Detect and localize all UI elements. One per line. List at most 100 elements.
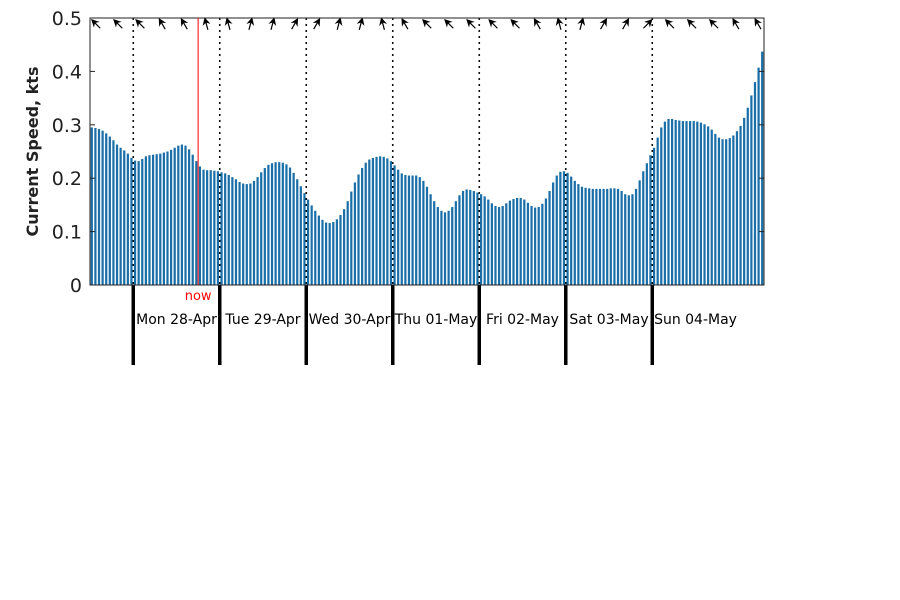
bar: [714, 133, 717, 285]
bar: [332, 221, 335, 285]
bar: [609, 188, 612, 285]
bar: [238, 181, 241, 285]
bar: [728, 138, 731, 285]
bar: [497, 207, 501, 285]
bar: [685, 121, 688, 285]
day-label: Sun 04-May: [654, 312, 737, 328]
y-tick-label: 0.2: [52, 168, 82, 190]
bar: [436, 207, 439, 285]
bar: [606, 188, 609, 285]
bar: [371, 157, 375, 285]
bar: [188, 149, 191, 285]
bar: [451, 207, 454, 285]
bar: [270, 163, 274, 285]
bar: [418, 177, 421, 285]
bar-series: [90, 51, 764, 286]
direction-arrow-icon: [290, 17, 299, 30]
bar: [443, 212, 447, 285]
bar: [364, 162, 367, 285]
bar: [757, 67, 760, 285]
day-separators: [131, 18, 655, 365]
bar: [263, 168, 266, 285]
bar: [94, 128, 97, 285]
bar: [227, 175, 230, 285]
bar: [631, 194, 634, 285]
bar: [234, 179, 238, 285]
y-tick-label: 0.3: [52, 115, 82, 137]
bar: [177, 145, 180, 285]
bar: [454, 201, 457, 285]
direction-arrow-icon: [246, 17, 255, 30]
bar: [678, 120, 681, 285]
bar: [292, 172, 295, 285]
bar: [328, 223, 331, 285]
bar: [479, 194, 483, 285]
bar: [494, 205, 497, 285]
bar: [512, 199, 515, 285]
bar: [206, 170, 209, 285]
bar: [389, 161, 393, 285]
bar: [663, 121, 666, 285]
bar: [699, 122, 703, 285]
bar: [303, 193, 306, 285]
bar: [555, 175, 558, 285]
direction-arrow-icon: [334, 17, 343, 30]
bar: [667, 118, 670, 286]
day-label: Sat 03-May: [569, 312, 648, 328]
direction-arrow-icon: [555, 17, 564, 30]
bar: [245, 184, 248, 285]
bar: [141, 158, 144, 285]
bar: [670, 118, 674, 286]
bar: [570, 176, 573, 285]
bar: [353, 182, 357, 285]
bar: [710, 129, 713, 285]
bar: [656, 137, 659, 285]
bar: [195, 161, 198, 285]
bar: [483, 196, 486, 285]
bar: [696, 121, 699, 285]
bar: [725, 139, 728, 285]
direction-arrow-icon: [621, 17, 630, 30]
bar: [133, 160, 137, 285]
bar: [202, 169, 205, 285]
direction-arrow-icon: [268, 17, 277, 30]
bar: [447, 210, 450, 285]
bar: [692, 121, 695, 285]
bar: [440, 210, 443, 285]
bar: [746, 107, 749, 286]
bar: [526, 202, 530, 285]
direction-arrow-icon: [312, 17, 321, 30]
bar: [137, 161, 140, 285]
bar: [461, 191, 465, 285]
bar: [335, 219, 339, 285]
bar: [476, 192, 479, 285]
bar: [515, 197, 519, 285]
bar: [339, 215, 342, 285]
bar: [346, 201, 349, 285]
bar: [198, 166, 202, 285]
bar: [645, 163, 648, 285]
bar: [732, 135, 735, 285]
bar: [306, 199, 310, 285]
y-tick-label: 0.4: [52, 61, 82, 83]
bar: [602, 188, 605, 285]
bar: [224, 173, 227, 285]
bar: [368, 159, 371, 285]
bar: [144, 156, 147, 285]
bar: [537, 207, 540, 285]
bar: [151, 154, 155, 285]
bar: [429, 194, 432, 285]
bar: [242, 183, 245, 285]
bar: [252, 180, 256, 285]
bar: [404, 175, 407, 285]
bar: [274, 162, 277, 285]
bar: [256, 177, 259, 285]
bar: [379, 156, 382, 285]
bar: [123, 150, 126, 285]
bar: [519, 197, 522, 285]
now-marker: now: [185, 18, 212, 304]
direction-arrow-icon: [356, 17, 365, 30]
bar: [119, 147, 122, 285]
day-labels: Mon 28-Apr Tue 29-Apr Wed 30-Apr Thu 01-May…: [136, 312, 737, 328]
